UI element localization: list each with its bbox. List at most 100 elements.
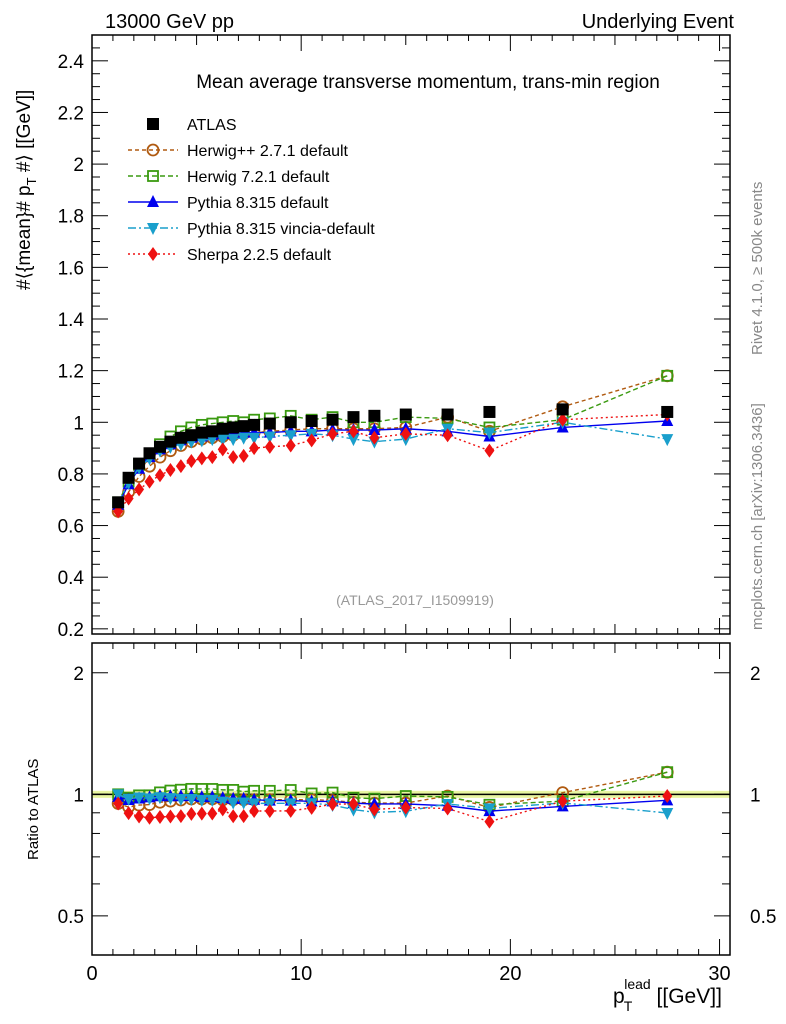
series-4-point xyxy=(216,434,229,447)
legend-marker xyxy=(146,143,160,157)
series-5-ratio-point xyxy=(196,806,207,821)
series-5-point xyxy=(186,454,197,469)
series-5-point xyxy=(369,430,380,445)
series-5-ratio-point xyxy=(285,803,296,818)
series-5-point xyxy=(557,412,568,427)
ratio-plot-frame xyxy=(91,642,731,956)
ratio-y-tick-label: 2 xyxy=(73,664,84,685)
series-5-ratio-point xyxy=(228,809,239,824)
series-5-ratio-point xyxy=(123,806,134,821)
series-4-point xyxy=(227,434,240,447)
y-tick-label: 1.2 xyxy=(58,362,84,383)
series-0-point xyxy=(237,420,250,433)
legend: ATLAS Herwig++ 2.7.1 default Herwig 7.2.1 … xyxy=(128,117,375,264)
x-tick-label: 0 xyxy=(86,963,97,985)
y-tick-label: 2.2 xyxy=(58,103,84,124)
series-5-ratio-point xyxy=(327,797,338,812)
series-5-ratio-point xyxy=(134,809,145,824)
ratio-y-tick-label-right: 0.5 xyxy=(750,907,776,928)
y-axis-label: #⟨{mean}# pT #⟩ [[GeV]] xyxy=(14,90,39,290)
series-5-ratio-point xyxy=(154,810,165,825)
header-right: Underlying Event xyxy=(582,11,735,33)
series-5-point xyxy=(285,438,296,453)
series-0-point xyxy=(195,426,208,439)
series-4-ratio-point xyxy=(143,793,156,806)
series-0-point xyxy=(556,403,569,416)
series-4-ratio-point xyxy=(122,793,135,806)
series-0-point xyxy=(248,418,261,431)
series-4-point xyxy=(661,434,674,447)
legend-marker xyxy=(148,247,158,261)
series-5-point xyxy=(348,424,359,439)
legend-label: Pythia 8.315 default xyxy=(187,195,329,212)
series-5-ratio-point xyxy=(369,802,380,817)
series-5-ratio-point xyxy=(557,794,568,809)
series-4-ratio-point xyxy=(133,792,146,805)
y-tick-label: 2.4 xyxy=(58,52,85,73)
header-left: 13000 GeV pp xyxy=(105,11,234,33)
series-5-point xyxy=(249,441,260,456)
ratio-y-tick-label-right: 1 xyxy=(750,785,761,806)
legend-label: ATLAS xyxy=(187,117,237,134)
legend-marker xyxy=(147,223,159,235)
legend-label: Herwig++ 2.7.1 default xyxy=(187,143,349,160)
ratio-y-tick-label: 0.5 xyxy=(58,907,84,928)
series-4-point xyxy=(347,434,360,447)
series-4-ratio-point xyxy=(227,797,240,810)
y-tick-label: 2 xyxy=(73,155,84,176)
series-5-point xyxy=(123,491,134,506)
series-4-ratio-point xyxy=(112,789,125,802)
series-0-point xyxy=(305,414,318,427)
series-2-ratio-point xyxy=(661,766,674,779)
series-5-ratio-point xyxy=(400,800,411,815)
series-4-ratio-point xyxy=(153,792,166,805)
series-5-ratio-point xyxy=(113,796,124,811)
series-5-point xyxy=(154,468,165,483)
series-0-point xyxy=(326,413,339,426)
series-0-point xyxy=(263,417,276,430)
series-5-point xyxy=(144,474,155,489)
y-tick-label: 0.4 xyxy=(58,568,85,589)
series-4-ratio-point xyxy=(661,807,674,820)
series-5-ratio-point xyxy=(442,801,453,816)
legend-marker xyxy=(147,118,159,130)
series-5-point xyxy=(306,433,317,448)
series-4-ratio-point xyxy=(206,794,219,807)
series-5-point xyxy=(207,450,218,465)
series-0-point xyxy=(143,447,156,460)
series-5-point xyxy=(228,450,239,465)
series-0-point xyxy=(206,425,219,438)
ratio-y-tick-label-right: 2 xyxy=(750,664,761,685)
series-0-point xyxy=(164,435,177,448)
series-4-ratio-point xyxy=(164,793,177,806)
series-3-point xyxy=(368,423,381,436)
x-axis-label: pTlead [[GeV]] xyxy=(613,976,722,1014)
series-0-point xyxy=(216,422,229,435)
series-0-point xyxy=(661,405,674,418)
series-5-point xyxy=(327,426,338,441)
mcplots-label: mcplots.cern.ch [arXiv:1306.3436] xyxy=(749,403,766,630)
series-4-point xyxy=(483,427,496,440)
series-0-point xyxy=(347,411,360,424)
y-tick-label: 0.2 xyxy=(58,620,84,641)
series-0-point xyxy=(368,409,381,422)
series-5-ratio-point xyxy=(238,809,249,824)
chart-title: Mean average transverse momentum, trans-… xyxy=(196,72,660,93)
y-tick-label: 1.6 xyxy=(58,258,84,279)
series-0-point xyxy=(133,457,146,470)
legend-label: Sherpa 2.2.5 default xyxy=(187,247,332,264)
series-5-point xyxy=(264,439,275,454)
series-0-point xyxy=(112,496,125,509)
series-5-point xyxy=(442,428,453,443)
y-tick-label: 1.4 xyxy=(58,310,85,331)
series-5-point xyxy=(484,443,495,458)
series-5-ratio-point xyxy=(186,806,197,821)
x-tick-label: 30 xyxy=(708,963,730,985)
y-tick-label: 1 xyxy=(73,413,84,434)
series-4-point xyxy=(263,431,276,444)
series-0-point xyxy=(122,471,135,484)
series-5-point xyxy=(175,459,186,474)
series-4-ratio-point xyxy=(185,793,198,806)
y-tick-label: 0.8 xyxy=(58,465,84,486)
